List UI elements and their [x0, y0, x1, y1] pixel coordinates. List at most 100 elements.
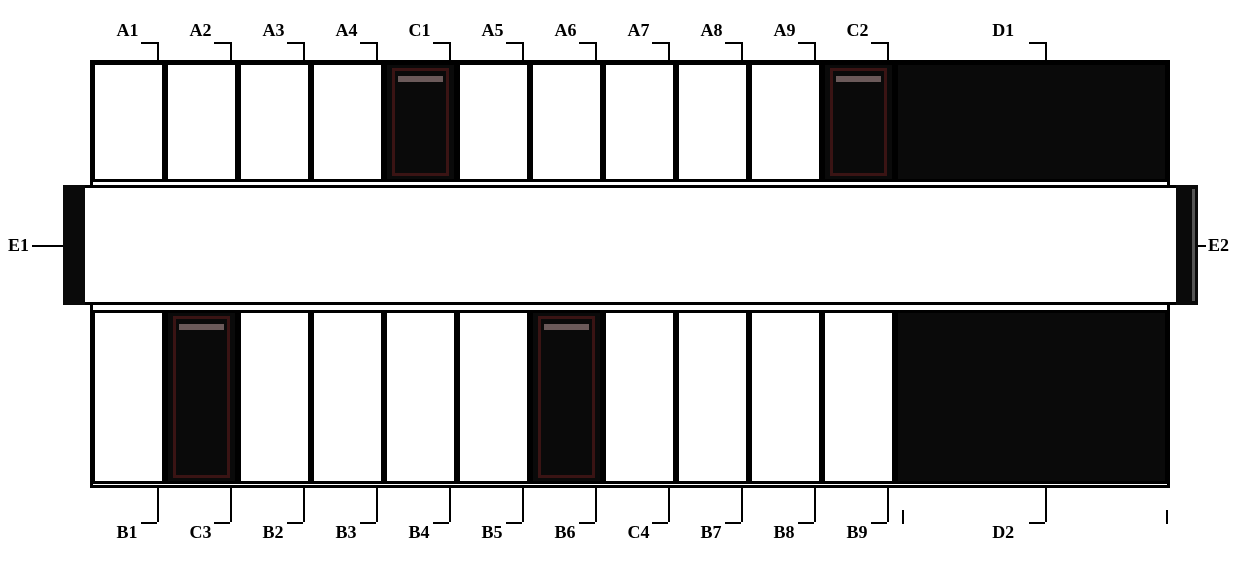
leader-E1	[32, 245, 63, 247]
leader-v-top-A1	[157, 42, 159, 60]
leader-v-bot-B8	[814, 488, 816, 522]
end-cap-left	[63, 185, 85, 305]
label-top-A3: A3	[263, 20, 285, 41]
label-top-C1: C1	[409, 20, 431, 41]
top-cell-2	[238, 62, 311, 182]
label-top-A4: A4	[336, 20, 358, 41]
top-cell-5	[457, 62, 530, 182]
leader-v-top-C1	[449, 42, 451, 60]
label-top-A1: A1	[117, 20, 139, 41]
label-top-C2: C2	[847, 20, 869, 41]
diagram-stage: A1 A2 A3 A4 C1 A5 A6 A7 A8 A9 C2 D1 B1 C3 B2 B3 B4 B5 B6 C4…	[0, 0, 1239, 565]
bottom-cell-2	[238, 310, 311, 484]
leader-v-bot-B1	[157, 488, 159, 522]
leader-h-top-A4	[360, 42, 376, 44]
label-bottom-D2: D2	[992, 522, 1014, 543]
label-top-A7: A7	[628, 20, 650, 41]
leader-h-top-A9	[798, 42, 814, 44]
label-top-A5: A5	[482, 20, 504, 41]
top-cell-6	[530, 62, 603, 182]
label-side-E1: E1	[8, 235, 29, 256]
leader-h-top-A7	[652, 42, 668, 44]
leader-v-top-A4	[376, 42, 378, 60]
leader-h-bot-B7	[725, 522, 741, 524]
top-cell-1	[165, 62, 238, 182]
leader-h-top-A8	[725, 42, 741, 44]
bottom-cell-inner-1	[173, 316, 230, 478]
bottom-cell-hl-1	[179, 324, 224, 330]
bottom-big-block	[895, 310, 1168, 484]
label-top-A6: A6	[555, 20, 577, 41]
top-cell-inner-4	[392, 68, 449, 176]
leader-v-bot-B2	[303, 488, 305, 522]
leader-h-top-A2	[214, 42, 230, 44]
top-cell-inner-10	[830, 68, 887, 176]
leader-v-top-D1	[1045, 42, 1047, 60]
label-bottom-B3: B3	[336, 522, 357, 543]
bottom-cell-7	[603, 310, 676, 484]
label-bottom-C3: C3	[190, 522, 212, 543]
top-cell-0	[92, 62, 165, 182]
leader-v-top-A2	[230, 42, 232, 60]
top-cell-8	[676, 62, 749, 182]
bottom-cell-inner-6	[538, 316, 595, 478]
leader-h-bot-B2	[287, 522, 303, 524]
channel-tick-r	[1192, 189, 1195, 301]
label-top-A2: A2	[190, 20, 212, 41]
leader-h-top-C2	[871, 42, 887, 44]
label-top-A9: A9	[774, 20, 796, 41]
leader-v-top-A9	[814, 42, 816, 60]
leader-v-top-C2	[887, 42, 889, 60]
leader-h-bot-C3	[214, 522, 230, 524]
label-bottom-B4: B4	[409, 522, 430, 543]
leader-h-bot-B1	[141, 522, 157, 524]
leader-h-bot-B8	[798, 522, 814, 524]
leader-h-top-A5	[506, 42, 522, 44]
label-bottom-B5: B5	[482, 522, 503, 543]
tick-0	[902, 510, 904, 524]
leader-v-bot-B9	[887, 488, 889, 522]
bottom-cell-4	[384, 310, 457, 484]
label-top-A8: A8	[701, 20, 723, 41]
bottom-cell-0	[92, 310, 165, 484]
bottom-cell-3	[311, 310, 384, 484]
top-big-block	[895, 62, 1168, 182]
leader-v-bot-B6	[595, 488, 597, 522]
leader-v-bot-C4	[668, 488, 670, 522]
leader-h-top-A6	[579, 42, 595, 44]
bottom-cell-8	[676, 310, 749, 484]
leader-v-bot-C3	[230, 488, 232, 522]
leader-h-bot-B9	[871, 522, 887, 524]
leader-v-bot-B3	[376, 488, 378, 522]
top-cell-hl-10	[836, 76, 881, 82]
leader-v-top-A6	[595, 42, 597, 60]
label-side-E2: E2	[1208, 235, 1229, 256]
top-cell-7	[603, 62, 676, 182]
leader-h-top-A1	[141, 42, 157, 44]
label-bottom-B1: B1	[117, 522, 138, 543]
leader-v-bot-B7	[741, 488, 743, 522]
leader-v-bot-D2	[1045, 488, 1047, 522]
leader-h-bot-D2	[1029, 522, 1045, 524]
leader-v-bot-B5	[522, 488, 524, 522]
bottom-cell-9	[749, 310, 822, 484]
leader-h-top-D1	[1029, 42, 1045, 44]
leader-v-top-A3	[303, 42, 305, 60]
label-top-D1: D1	[992, 20, 1014, 41]
leader-h-bot-B6	[579, 522, 595, 524]
center-channel	[63, 185, 1198, 305]
leader-h-bot-B5	[506, 522, 522, 524]
label-bottom-B9: B9	[847, 522, 868, 543]
leader-v-bot-B4	[449, 488, 451, 522]
leader-E2	[1198, 245, 1206, 247]
leader-v-top-A5	[522, 42, 524, 60]
label-bottom-C4: C4	[628, 522, 650, 543]
label-bottom-B2: B2	[263, 522, 284, 543]
leader-h-bot-B3	[360, 522, 376, 524]
label-bottom-B7: B7	[701, 522, 722, 543]
label-bottom-B6: B6	[555, 522, 576, 543]
leader-h-top-C1	[433, 42, 449, 44]
leader-h-bot-C4	[652, 522, 668, 524]
label-bottom-B8: B8	[774, 522, 795, 543]
leader-v-top-A7	[668, 42, 670, 60]
